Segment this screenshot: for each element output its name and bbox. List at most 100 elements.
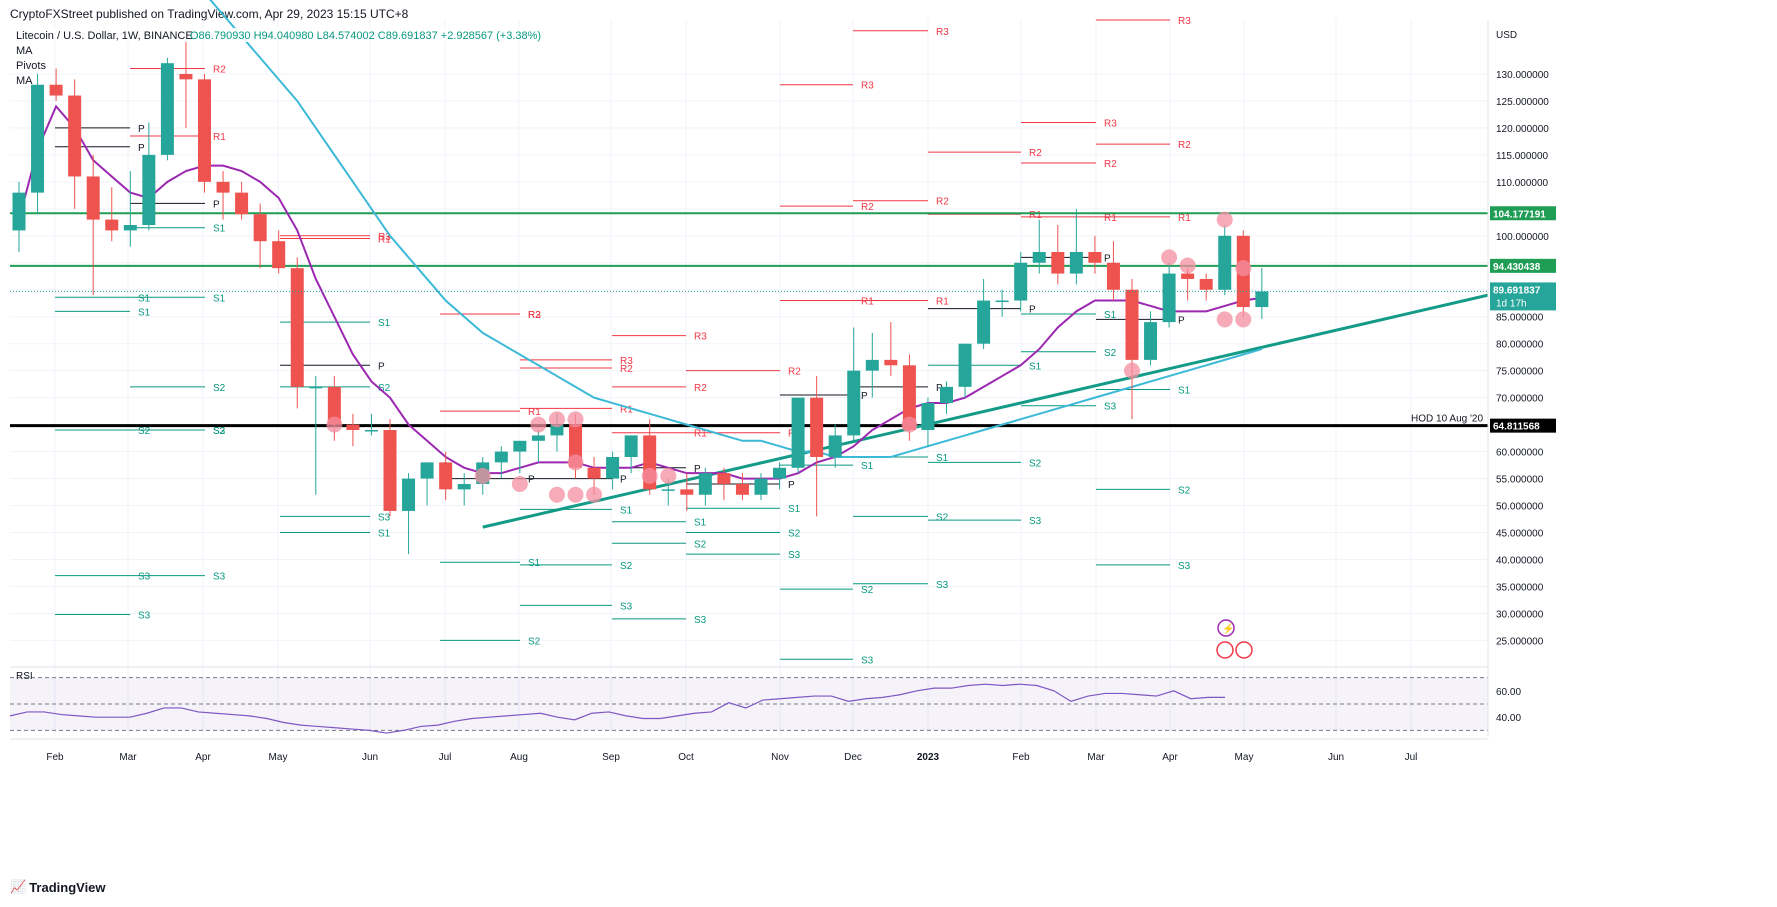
price-tick-label: 125.000000 (1496, 97, 1549, 108)
pivot-label-r2: R2 (788, 367, 801, 378)
pivot-label-r2: R2 (1104, 159, 1117, 170)
highlight-marker (1217, 212, 1233, 228)
candle-up (755, 479, 768, 495)
pivot-label-s1: S1 (213, 224, 226, 235)
pivot-label-s3: S3 (1029, 516, 1042, 527)
candle-up (940, 387, 953, 403)
pivot-label-s2: S2 (936, 512, 949, 523)
highlight-marker (530, 417, 546, 433)
price-tick-label: 130.000000 (1496, 70, 1549, 81)
candle-up (866, 360, 879, 371)
pivot-label-s1: S1 (528, 558, 541, 569)
pivot-label-s1: S1 (1178, 386, 1191, 397)
candle-up (142, 155, 155, 225)
candle-up (458, 484, 471, 489)
highlight-marker (586, 487, 602, 503)
price-tick-label: 120.000000 (1496, 124, 1549, 135)
pivot-label-s2: S2 (528, 636, 541, 647)
pivot-label-p: P (861, 391, 868, 402)
candle-down (1051, 252, 1064, 274)
candle-up (309, 387, 322, 389)
highlight-marker (901, 417, 917, 433)
candle-up (124, 225, 137, 230)
candle-down (291, 268, 304, 387)
pivot-label-p: P (620, 475, 627, 486)
price-tick-label: 75.000000 (1496, 367, 1544, 378)
highlight-marker (512, 476, 528, 492)
candle-up (829, 435, 842, 457)
candle-down (272, 241, 285, 268)
pivot-label-r2: R2 (1029, 148, 1042, 159)
candle-down (68, 96, 81, 177)
candle-up (921, 403, 934, 430)
legend-ohlc: O86.790930 H94.040980 L84.574002 C89.691… (190, 30, 541, 42)
highlight-marker (568, 411, 584, 427)
candle-down (384, 430, 397, 511)
pivot-label-s2: S2 (1178, 485, 1191, 496)
candle-up (977, 301, 990, 344)
candle-up (161, 63, 174, 155)
time-tick-label: Dec (844, 752, 862, 763)
lightning-glyph: ⚡ (1222, 622, 1234, 635)
candle-down (254, 214, 267, 241)
price-tick-label: 100.000000 (1496, 232, 1549, 243)
candle-up (773, 468, 786, 479)
grid (10, 20, 1488, 737)
highlight-marker (1217, 311, 1233, 327)
candle-down (346, 425, 359, 430)
candle-down (105, 220, 118, 231)
price-tick-label: 115.000000 (1496, 151, 1549, 162)
tradingview-logo[interactable]: 📈 TradingView (10, 879, 106, 895)
candle-up (513, 441, 526, 452)
candle-down (1181, 274, 1194, 279)
pivot-label-s3: S3 (138, 611, 151, 622)
candle-up (1014, 263, 1027, 301)
pivot-label-s3: S3 (1104, 402, 1117, 413)
time-tick-label: Nov (771, 752, 789, 763)
legend-indicator: Pivots (16, 60, 46, 72)
highlight-marker (1124, 363, 1140, 379)
highlight-marker (1235, 260, 1251, 276)
pivot-label-s2: S2 (694, 539, 707, 550)
time-tick-label: Mar (1087, 752, 1105, 763)
pivot-label-r1: R1 (1178, 213, 1191, 224)
pivot-label-r2: R2 (861, 202, 874, 213)
pivot-label-r1: R1 (936, 297, 949, 308)
candle-up (1218, 236, 1231, 290)
level-note: HOD 10 Aug '20 (1411, 414, 1483, 425)
time-tick-label: Apr (195, 752, 211, 763)
pivot-label-s1: S1 (138, 293, 151, 304)
price-chart[interactable]: PPS1S1S2S3S3R2R1PS1S1S2S2S3S3R3R1PS1S1S2… (0, 0, 1777, 875)
pivot-label-s1: S1 (138, 307, 151, 318)
pivot-label-s1: S1 (378, 529, 391, 540)
highlight-marker (642, 468, 658, 484)
pivot-label-s3: S3 (936, 580, 949, 591)
price-tick-label: 70.000000 (1496, 394, 1544, 405)
pivot-label-r3: R3 (936, 27, 949, 38)
pivot-label-r1: R1 (861, 297, 874, 308)
candle-up (31, 85, 44, 193)
highlight-marker (568, 487, 584, 503)
horizontal-levels: 104.17719194.43043864.811568HOD 10 Aug '… (10, 206, 1556, 432)
candle-down (439, 462, 452, 489)
pivot-label-p: P (1104, 253, 1111, 264)
pivot-label-s1: S1 (1029, 361, 1042, 372)
candle-up (996, 301, 1009, 303)
pivot-label-s2: S2 (1029, 458, 1042, 469)
candle-down (1200, 279, 1213, 290)
pivot-label-s3: S3 (138, 572, 151, 583)
pivot-label-s2: S2 (213, 383, 226, 394)
price-tick-label: 35.000000 (1496, 582, 1544, 593)
pivot-label-r1: R1 (213, 132, 226, 143)
event-icons[interactable]: ⚡ (1217, 620, 1252, 658)
pivot-label-r3: R3 (1178, 16, 1191, 27)
pivot-label-r1: R1 (1104, 213, 1117, 224)
price-tick-label: 110.000000 (1496, 178, 1549, 189)
price-tick-label: 25.000000 (1496, 636, 1544, 647)
candle-down (717, 473, 730, 484)
rsi-tick-label: 60.00 (1496, 687, 1521, 698)
pivot-label-s1: S1 (788, 504, 801, 515)
current-price-value: 89.691837 (1493, 285, 1541, 296)
pivot-label-r2: R2 (936, 197, 949, 208)
candle-down (87, 176, 100, 219)
